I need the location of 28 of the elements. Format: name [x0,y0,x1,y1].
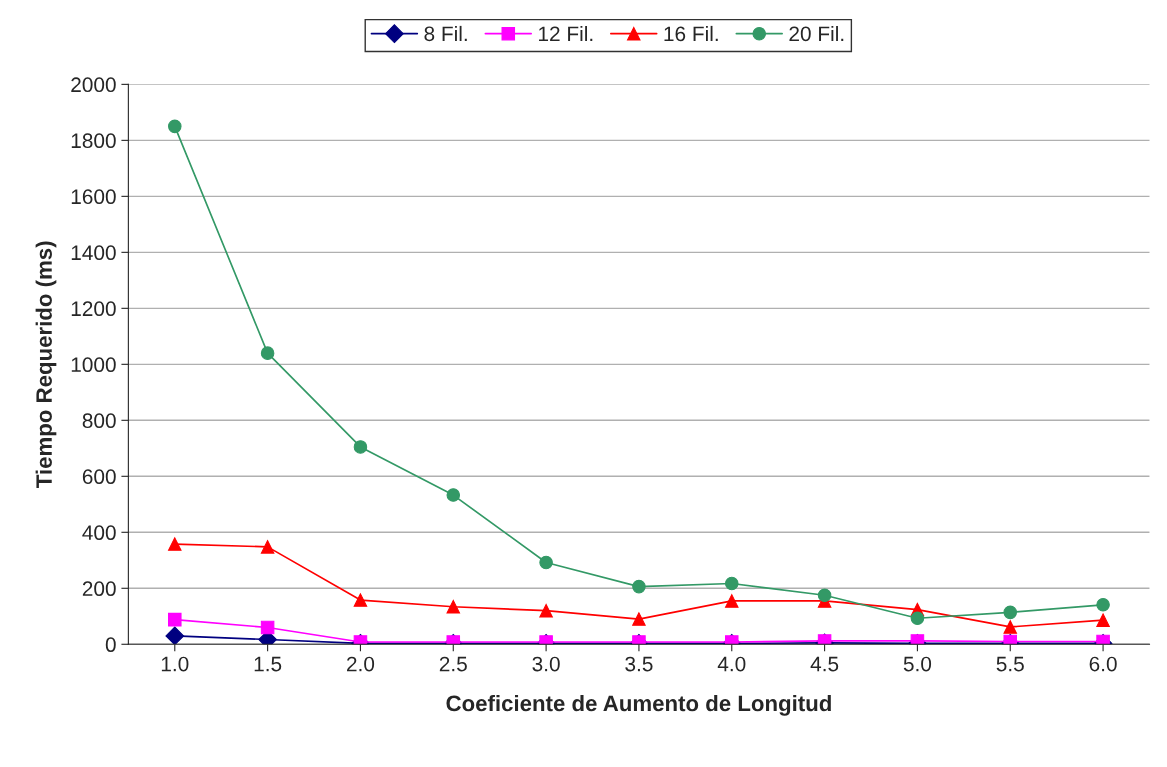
x-axis-title: Coeficiente de Aumento de Longitud [446,694,831,716]
legend-label: 12 Fil. [539,25,593,41]
x-tick-label: 4.5 [810,656,839,672]
x-tick-label: 5.0 [903,656,932,672]
x-tick-label: 3.0 [532,656,560,672]
x-tick-label: 1.0 [161,656,189,672]
y-axis-title: Tiempo Requerido (ms) [35,241,57,488]
x-tick-label: 6.0 [1089,656,1117,672]
y-tick-label: 1200 [71,301,116,317]
y-tick-label: 1600 [71,189,116,205]
x-tick-label: 4.0 [717,656,746,672]
x-tick-label: 5.5 [996,656,1024,672]
x-tick-label: 1.5 [254,656,282,672]
y-tick-label: 200 [82,581,116,597]
y-tick-label: 800 [82,413,116,429]
y-tick-label: 1000 [71,357,116,373]
y-tick-label: 2000 [71,77,116,93]
x-tick-label: 3.5 [625,656,653,672]
legend-label: 20 Fil. [789,25,844,42]
x-tick-label: 2.0 [347,656,375,672]
legend-label: 8 Fil. [424,25,467,42]
y-tick-label: 1400 [71,245,116,261]
y-tick-label: 400 [82,525,116,541]
legend-label: 16 Fil. [664,25,718,42]
y-tick-label: 600 [82,469,116,485]
x-tick-label: 2.5 [439,656,467,672]
y-tick-label: 0 [105,637,116,653]
y-tick-label: 1800 [71,133,116,149]
